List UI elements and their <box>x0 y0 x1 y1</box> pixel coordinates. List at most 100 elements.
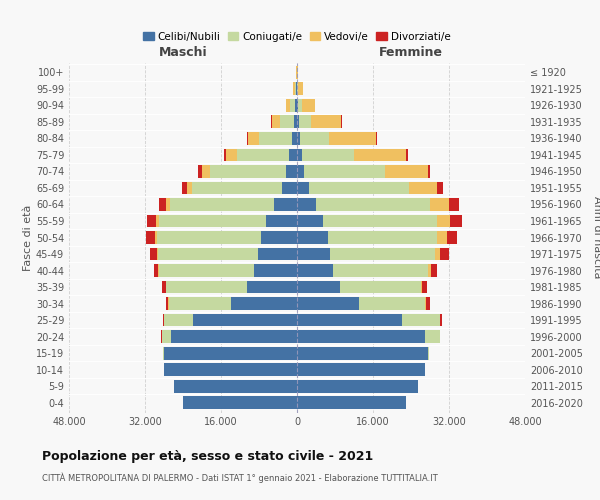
Bar <box>297 132 301 145</box>
Bar <box>332 264 428 277</box>
Bar <box>292 132 297 145</box>
Bar <box>164 346 297 360</box>
Bar <box>146 231 155 244</box>
Bar <box>421 280 422 293</box>
Bar <box>401 314 439 326</box>
Bar <box>428 264 431 277</box>
Bar <box>359 297 425 310</box>
Bar <box>299 116 311 128</box>
Bar <box>193 314 297 326</box>
Bar <box>437 231 446 244</box>
Bar <box>297 248 330 260</box>
Bar <box>163 314 164 326</box>
Bar <box>297 148 302 162</box>
Bar <box>293 82 295 96</box>
Bar <box>169 297 230 310</box>
Y-axis label: Fasce di età: Fasce di età <box>23 204 33 270</box>
Bar <box>159 264 254 277</box>
Bar <box>440 314 442 326</box>
Bar <box>259 132 292 145</box>
Bar <box>155 231 157 244</box>
Bar <box>170 198 274 211</box>
Bar <box>166 198 170 211</box>
Bar <box>446 231 457 244</box>
Bar <box>297 182 309 194</box>
Bar <box>158 264 159 277</box>
Bar <box>294 116 297 128</box>
Bar <box>425 297 426 310</box>
Bar <box>309 182 409 194</box>
Bar <box>297 330 425 343</box>
Bar <box>440 248 449 260</box>
Bar <box>210 165 286 178</box>
Bar <box>286 165 297 178</box>
Bar <box>159 198 166 211</box>
Bar <box>183 396 297 409</box>
Bar <box>426 297 430 310</box>
Bar <box>154 264 158 277</box>
Bar <box>330 248 435 260</box>
Bar <box>187 182 191 194</box>
Bar <box>171 330 297 343</box>
Bar <box>297 380 418 392</box>
Legend: Celibi/Nubili, Coniugati/e, Vedovi/e, Divorziati/e: Celibi/Nubili, Coniugati/e, Vedovi/e, Di… <box>139 28 455 46</box>
Bar <box>328 231 437 244</box>
Bar <box>198 165 202 178</box>
Bar <box>158 248 258 260</box>
Bar <box>297 396 406 409</box>
Bar <box>159 214 266 228</box>
Bar <box>385 165 428 178</box>
Bar <box>435 248 440 260</box>
Bar <box>157 214 159 228</box>
Text: Popolazione per età, sesso e stato civile - 2021: Popolazione per età, sesso e stato civil… <box>42 450 373 463</box>
Bar <box>280 116 294 128</box>
Bar <box>297 165 304 178</box>
Bar <box>164 363 297 376</box>
Bar <box>266 214 297 228</box>
Bar <box>428 346 429 360</box>
Bar <box>295 99 297 112</box>
Bar <box>166 297 169 310</box>
Bar <box>289 148 297 162</box>
Bar <box>282 182 297 194</box>
Bar <box>230 297 297 310</box>
Bar <box>451 214 462 228</box>
Bar <box>262 231 297 244</box>
Bar <box>247 280 297 293</box>
Bar <box>254 264 297 277</box>
Bar <box>422 280 427 293</box>
Bar <box>297 297 359 310</box>
Bar <box>236 148 289 162</box>
Bar <box>290 99 295 112</box>
Bar <box>248 132 259 145</box>
Y-axis label: Anni di nascita: Anni di nascita <box>592 196 600 279</box>
Bar <box>316 198 430 211</box>
Bar <box>297 346 428 360</box>
Bar <box>297 231 328 244</box>
Bar <box>286 99 290 112</box>
Bar <box>354 148 406 162</box>
Bar <box>297 363 425 376</box>
Bar <box>449 198 458 211</box>
Bar <box>161 330 171 343</box>
Bar <box>297 214 323 228</box>
Bar <box>297 280 340 293</box>
Bar <box>304 165 385 178</box>
Bar <box>409 182 437 194</box>
Bar <box>297 66 298 79</box>
Bar <box>163 346 164 360</box>
Bar <box>302 99 315 112</box>
Bar <box>297 314 401 326</box>
Bar <box>297 198 316 211</box>
Bar <box>163 280 166 293</box>
Bar <box>274 198 297 211</box>
Bar <box>297 264 332 277</box>
Bar <box>329 132 376 145</box>
Bar <box>431 264 437 277</box>
Bar <box>311 116 341 128</box>
Bar <box>191 182 282 194</box>
Text: CITTÀ METROPOLITANA DI PALERMO - Dati ISTAT 1° gennaio 2021 - Elaborazione TUTTI: CITTÀ METROPOLITANA DI PALERMO - Dati IS… <box>42 472 438 483</box>
Bar <box>258 248 297 260</box>
Bar <box>247 132 248 145</box>
Bar <box>150 248 157 260</box>
